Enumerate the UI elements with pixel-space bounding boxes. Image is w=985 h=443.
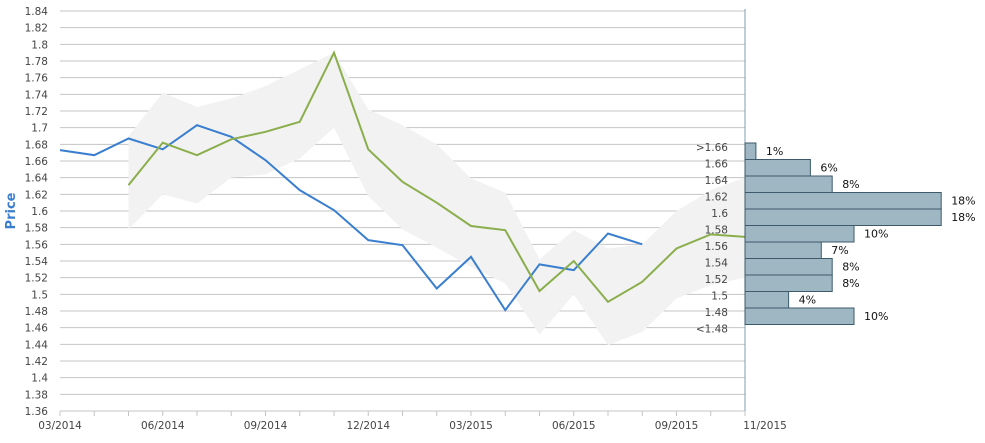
histogram-bin-label: 1.48	[705, 307, 728, 319]
x-tick-label: 09/2015	[655, 420, 699, 432]
histogram-bar	[744, 225, 855, 243]
histogram-percent-label: 18%	[951, 195, 975, 208]
y-tick-label: 1.74	[25, 89, 49, 101]
histogram-bar	[744, 192, 942, 210]
y-tick-label: 1.38	[25, 389, 48, 401]
histogram-bar	[744, 307, 855, 325]
y-tick-label: 1.5	[31, 289, 48, 301]
histogram-bin-label: 1.64	[705, 175, 729, 187]
y-tick-label: 1.4	[31, 373, 48, 385]
y-tick-label: 1.44	[25, 339, 49, 351]
y-tick-label: 1.84	[25, 6, 49, 18]
histogram-bin-label: <1.48	[696, 324, 728, 336]
y-tick-label: 1.78	[25, 56, 48, 68]
y-tick-label: 1.36	[25, 406, 49, 418]
histogram-bin-label: 1.62	[705, 192, 728, 204]
histogram-bin-label: 1.6	[711, 208, 728, 220]
x-tick-label: 12/2014	[346, 420, 390, 432]
histogram-percent-label: 8%	[842, 261, 859, 274]
histogram-bin-label: 1.5	[711, 291, 728, 303]
x-tick-label: 03/2015	[449, 420, 493, 432]
y-tick-label: 1.64	[25, 173, 49, 185]
histogram-percent-label: 10%	[864, 228, 888, 241]
histogram-percent-label: 4%	[799, 294, 816, 307]
histogram-bar	[744, 258, 833, 276]
x-tick-label: 03/2014	[38, 420, 82, 432]
histogram-percent-label: 6%	[820, 162, 837, 175]
y-tick-label: 1.52	[25, 273, 48, 285]
histogram-bin-label: 1.58	[705, 225, 728, 237]
histogram-bin-label: >1.66	[696, 142, 728, 154]
histogram-percent-label: 18%	[951, 211, 975, 224]
histogram-bar	[744, 175, 833, 193]
y-tick-label: 1.58	[25, 223, 48, 235]
y-tick-label: 1.68	[25, 139, 48, 151]
histogram-bar	[744, 142, 757, 160]
x-tick-label: 09/2014	[244, 420, 288, 432]
y-tick-label: 1.76	[25, 73, 49, 85]
y-tick-label: 1.48	[25, 306, 48, 318]
histogram-bar	[744, 291, 790, 309]
y-tick-label: 1.8	[31, 39, 48, 51]
histogram-bin-label: 1.54	[705, 258, 729, 270]
x-tick-label: 11/2015	[743, 420, 787, 432]
histogram-percent-label: 8%	[842, 178, 859, 191]
y-tick-label: 1.82	[25, 23, 48, 35]
histogram-percent-label: 8%	[842, 277, 859, 290]
x-tick-label: 06/2014	[141, 420, 185, 432]
x-tick-label: 06/2015	[552, 420, 596, 432]
histogram-bin-label: 1.56	[705, 241, 729, 253]
histogram-bin-label: 1.66	[705, 159, 729, 171]
y-axis-label: Price	[4, 192, 19, 229]
y-tick-label: 1.6	[31, 206, 48, 218]
histogram-bar	[744, 241, 822, 259]
histogram-bar	[744, 274, 833, 292]
histogram-percent-label: 7%	[831, 244, 848, 257]
series-line-green	[127, 50, 746, 304]
y-tick-label: 1.56	[25, 239, 49, 251]
y-tick-label: 1.46	[25, 323, 49, 335]
forecast-range-band	[128, 52, 745, 346]
y-tick-label: 1.7	[31, 123, 48, 135]
y-tick-label: 1.42	[25, 356, 48, 368]
histogram-percent-label: 10%	[864, 310, 888, 323]
y-tick-label: 1.72	[25, 106, 48, 118]
y-tick-label: 1.66	[25, 156, 49, 168]
histogram-percent-label: 1%	[766, 145, 783, 158]
y-tick-label: 1.62	[25, 189, 48, 201]
histogram-bar	[744, 159, 811, 177]
histogram-bin-label: 1.52	[705, 274, 728, 286]
y-tick-label: 1.54	[25, 256, 49, 268]
series-line-blue	[59, 124, 643, 312]
histogram-bar	[744, 208, 942, 226]
